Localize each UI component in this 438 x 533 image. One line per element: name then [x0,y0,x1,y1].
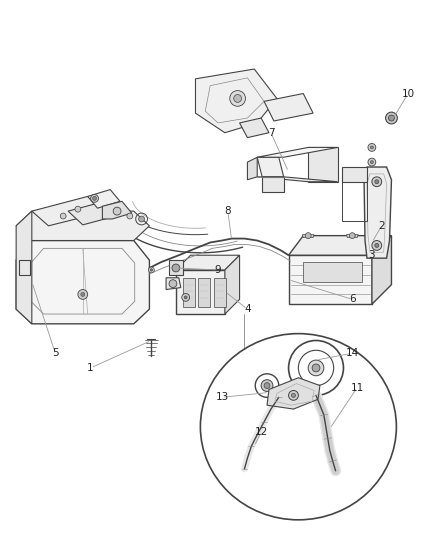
Circle shape [375,244,379,247]
Circle shape [371,146,373,149]
Polygon shape [308,148,338,182]
Polygon shape [343,167,367,182]
Polygon shape [16,240,149,324]
Text: 12: 12 [254,426,268,437]
Polygon shape [289,255,372,304]
Circle shape [75,206,81,212]
Polygon shape [267,378,320,409]
Text: 1: 1 [87,363,94,373]
Polygon shape [302,235,314,238]
Polygon shape [32,197,107,226]
Polygon shape [195,69,277,133]
Ellipse shape [200,334,396,520]
Circle shape [292,393,296,397]
Circle shape [139,216,145,222]
Circle shape [308,360,324,376]
Circle shape [261,379,273,391]
Circle shape [169,280,177,288]
Circle shape [148,267,154,273]
Polygon shape [16,211,149,240]
Polygon shape [176,255,240,270]
Polygon shape [176,270,225,314]
Circle shape [113,207,121,215]
Text: 8: 8 [225,206,231,216]
Circle shape [172,264,180,272]
Circle shape [81,293,85,296]
Polygon shape [257,148,338,157]
Polygon shape [257,177,338,182]
Polygon shape [303,262,362,281]
Circle shape [350,233,355,239]
Circle shape [182,294,190,301]
Circle shape [184,296,187,299]
Circle shape [60,213,66,219]
Circle shape [264,383,270,389]
Text: 3: 3 [368,250,375,260]
Text: 6: 6 [349,294,356,304]
Text: 10: 10 [402,88,415,99]
Circle shape [305,233,311,239]
Polygon shape [88,190,120,208]
Polygon shape [225,255,240,314]
Circle shape [289,391,298,400]
Circle shape [372,240,381,251]
Polygon shape [247,157,257,180]
Circle shape [91,195,99,203]
Text: 13: 13 [215,392,229,402]
Circle shape [385,112,397,124]
Polygon shape [198,278,210,307]
Polygon shape [264,93,313,121]
Circle shape [368,158,376,166]
Circle shape [375,180,379,184]
Circle shape [389,115,395,121]
Circle shape [372,177,381,187]
Text: 4: 4 [244,304,251,314]
Polygon shape [257,157,284,177]
Text: 5: 5 [52,348,59,358]
Text: 7: 7 [268,128,274,138]
Circle shape [230,91,245,106]
Polygon shape [169,260,183,275]
Circle shape [312,364,320,372]
Polygon shape [183,278,194,307]
Circle shape [150,269,152,271]
Polygon shape [364,167,392,258]
Polygon shape [166,278,181,289]
Circle shape [78,289,88,300]
Polygon shape [16,211,32,324]
Text: 14: 14 [346,348,359,358]
Polygon shape [68,199,127,225]
Circle shape [368,143,376,151]
Polygon shape [240,118,269,138]
Text: 2: 2 [378,221,385,231]
Polygon shape [262,177,284,191]
Polygon shape [346,235,358,238]
Circle shape [92,197,96,200]
Circle shape [234,94,241,102]
Polygon shape [102,201,132,219]
Text: 11: 11 [350,383,364,392]
Circle shape [127,213,133,219]
Text: 9: 9 [215,265,221,275]
Polygon shape [372,236,392,304]
Polygon shape [289,236,392,255]
Circle shape [371,160,373,164]
Polygon shape [214,278,226,307]
